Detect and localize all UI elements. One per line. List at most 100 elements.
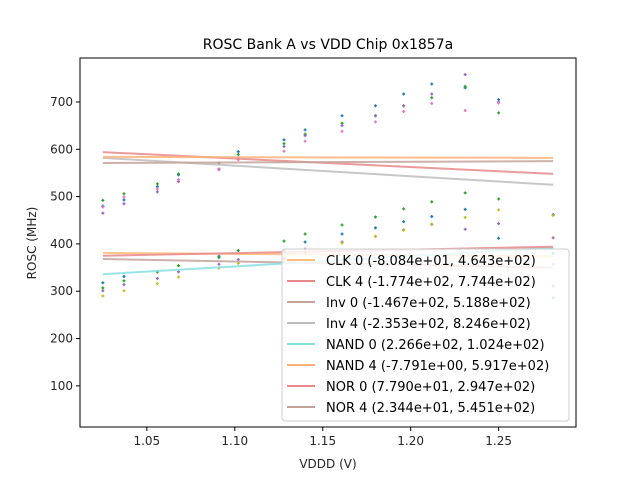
scatter-point-blue (340, 232, 344, 236)
scatter-point-pink (217, 167, 221, 171)
fit-line-7 (102, 160, 554, 165)
scatter-point-olive (551, 214, 555, 218)
scatter-point-pink (101, 205, 105, 209)
scatter-point-green (155, 182, 159, 186)
y-tick-label: 300 (50, 284, 73, 298)
scatter-point-green (497, 111, 501, 115)
scatter-point-purple (236, 258, 240, 262)
scatter-point-purple (217, 262, 221, 266)
scatter-point-green (463, 84, 467, 88)
scatter-point-blue (303, 128, 307, 132)
scatter-point-purple (122, 283, 126, 287)
scatter-point-purple (402, 104, 406, 108)
scatter-point-green (282, 142, 286, 146)
scatter-point-olive (340, 241, 344, 245)
x-tick-label: 1.20 (397, 434, 424, 448)
scatter-point-pink (402, 109, 406, 113)
scatter-point-pink (340, 129, 344, 133)
scatter-point-blue (497, 236, 501, 240)
x-tick-label: 1.15 (309, 434, 336, 448)
scatter-point-blue (430, 82, 434, 86)
scatter-point-blue (402, 220, 406, 224)
scatter-point-blue (122, 275, 126, 279)
scatter-point-pink (497, 101, 501, 105)
scatter-point-purple (373, 114, 377, 118)
scatter-point-green (236, 153, 240, 157)
scatter-point-purple (155, 190, 159, 194)
legend-entry: Inv 4 (-2.353e+02, 8.246e+02) (326, 317, 531, 332)
scatter-point-olive (155, 282, 159, 286)
scatter-point-purple (282, 144, 286, 148)
scatter-point-blue (101, 281, 105, 285)
scatter-point-green (402, 207, 406, 211)
scatter-point-pink (155, 187, 159, 191)
y-tick-label: 100 (50, 379, 73, 393)
legend-entry: CLK 0 (-8.084e+01, 4.643e+02) (326, 254, 536, 269)
scatter-point-green (282, 239, 286, 243)
scatter-point-olive (463, 215, 467, 219)
x-axis: 1.05 1.10 1.15 1.20 1.25 (133, 427, 512, 448)
scatter-point-purple (122, 202, 126, 206)
scatter-point-blue (402, 92, 406, 96)
scatter-point-purple (497, 222, 501, 226)
y-tick-label: 700 (50, 95, 73, 109)
legend-entry: NAND 0 (2.266e+02, 1.024e+02) (326, 338, 545, 353)
scatter-point-green (101, 286, 105, 290)
scatter-point-pink (176, 178, 180, 182)
axes-frame (79, 57, 577, 428)
scatter-point-blue (373, 226, 377, 230)
scatter-point-green (373, 215, 377, 219)
scatter-point-olive (402, 228, 406, 232)
legend: CLK 0 (-8.084e+01, 4.643e+02) CLK 4 (-1.7… (281, 248, 570, 422)
scatter-point-olive (176, 275, 180, 279)
scatter-point-purple (303, 134, 307, 138)
scatter-point-olive (122, 289, 126, 293)
scatter-point-purple (463, 227, 467, 231)
legend-entry: NAND 4 (-7.791e+00, 5.917e+02) (326, 359, 549, 374)
scatter-point-purple (101, 211, 105, 215)
scatter-point-purple (430, 92, 434, 96)
y-axis: 100 200 300 400 500 600 700 (50, 95, 80, 393)
scatter-point-green (122, 279, 126, 283)
scatter-point-purple (340, 124, 344, 128)
scatter-point-olive (430, 222, 434, 226)
scatter-point-green (430, 200, 434, 204)
legend-entry: Inv 0 (-1.467e+02, 5.188e+02) (326, 296, 531, 311)
scatter-point-pink (373, 120, 377, 124)
scatter-point-pink (282, 149, 286, 153)
x-tick-label: 1.10 (221, 434, 248, 448)
scatter-point-blue (463, 207, 467, 211)
chart-title: ROSC Bank A vs VDD Chip 0x1857a (203, 37, 453, 53)
scatter-point-green (101, 198, 105, 202)
scatter-point-green (303, 232, 307, 236)
scatter-point-green (430, 96, 434, 100)
scatter-point-blue (340, 114, 344, 118)
scatter-point-olive (497, 208, 501, 212)
scatter-point-purple (176, 270, 180, 274)
scatter-point-blue (373, 104, 377, 108)
scatter-point-purple (463, 73, 467, 77)
legend-box (281, 248, 570, 422)
scatter-point-pink (303, 139, 307, 143)
x-tick-label: 1.05 (133, 434, 160, 448)
legend-entry: NOR 4 (2.344e+01, 5.451e+02) (326, 401, 535, 416)
scatter-point-blue (282, 138, 286, 142)
x-tick-label: 1.25 (485, 434, 512, 448)
x-axis-label: VDDD (V) (299, 457, 356, 471)
scatter-point-green (463, 191, 467, 195)
y-tick-label: 200 (50, 332, 73, 346)
legend-entry: CLK 4 (-1.774e+02, 7.744e+02) (326, 275, 536, 290)
scatter-point-green (497, 197, 501, 201)
scatter-point-blue (430, 214, 434, 218)
scatter-point-pink (122, 195, 126, 199)
scatter-point-green (176, 172, 180, 176)
scatter-point-olive (373, 234, 377, 238)
scatter-point-pink (430, 101, 434, 105)
scatter-point-pink (463, 109, 467, 113)
y-axis-label: ROSC (MHz) (25, 207, 39, 280)
scatter-point-purple (551, 236, 555, 240)
scatter-point-green (340, 223, 344, 227)
scatter-point-blue (122, 198, 126, 202)
y-tick-label: 400 (50, 237, 73, 251)
legend-entry: NOR 0 (7.790e+01, 2.947e+02) (326, 380, 535, 395)
